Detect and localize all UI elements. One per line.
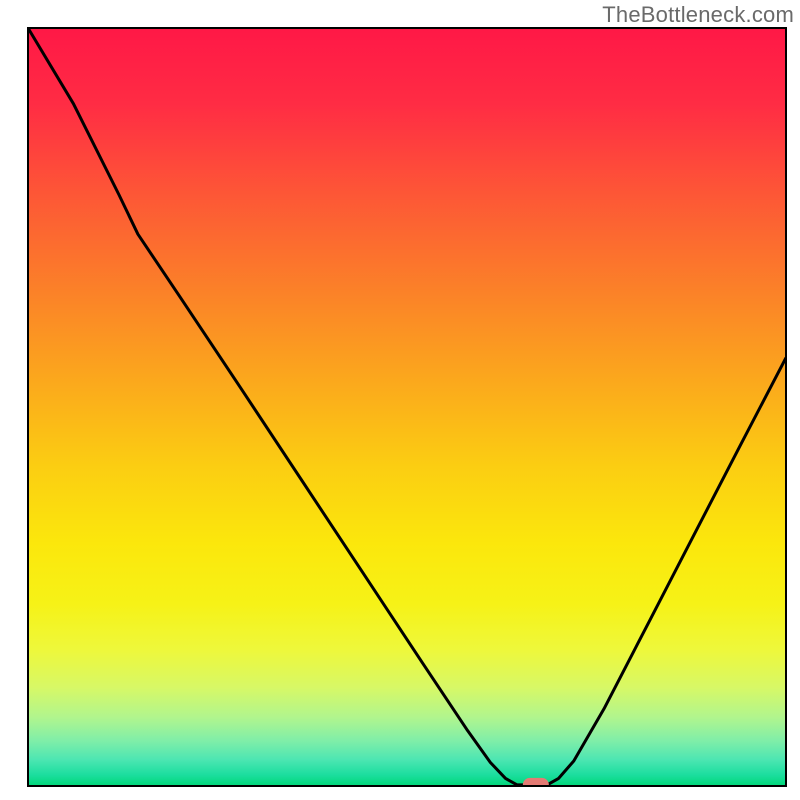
watermark-text: TheBottleneck.com (602, 2, 794, 28)
plot-background (28, 28, 786, 786)
plot-group (28, 28, 786, 792)
bottleneck-chart (0, 0, 800, 800)
